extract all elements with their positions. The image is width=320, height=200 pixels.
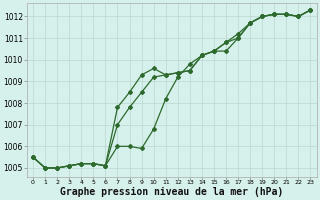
X-axis label: Graphe pression niveau de la mer (hPa): Graphe pression niveau de la mer (hPa) xyxy=(60,186,284,197)
